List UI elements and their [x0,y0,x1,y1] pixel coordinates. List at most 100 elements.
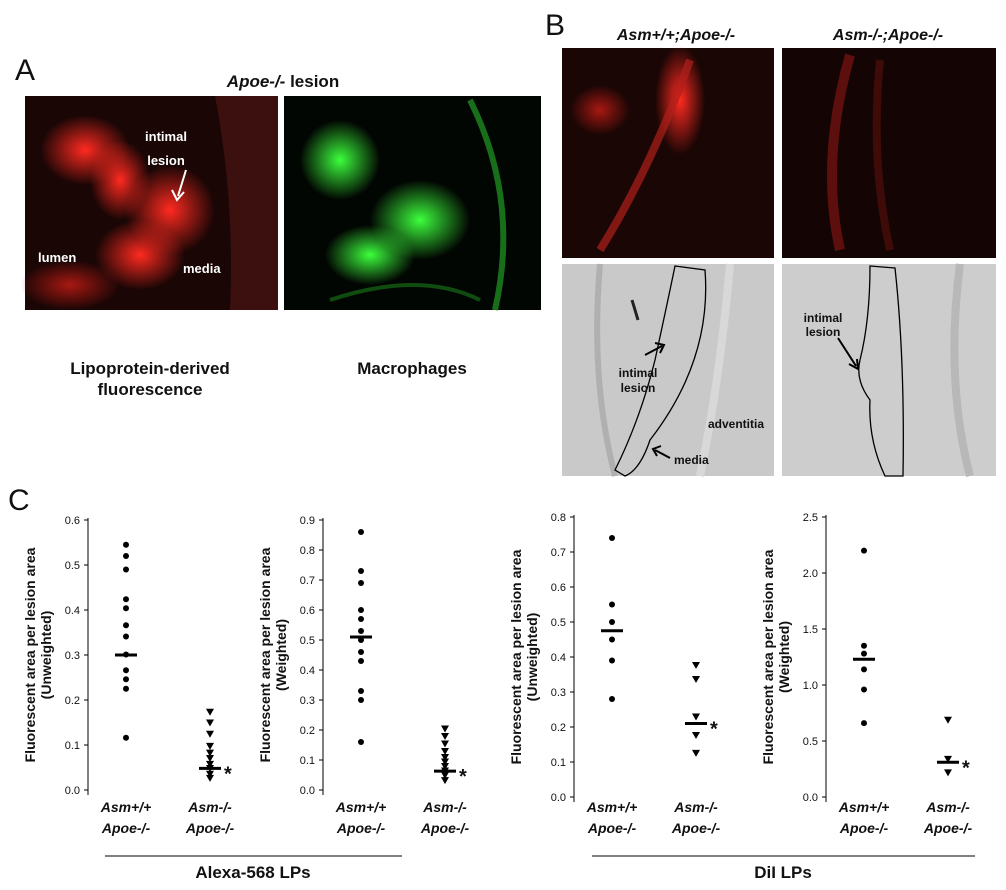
y-tick-label: 0.3 [551,687,566,699]
y-tick-label: 0.6 [551,582,566,594]
image-caption: Macrophages [357,359,467,378]
image-macrophages [284,96,541,311]
x-tick-label: Asm-/- [673,799,718,815]
x-tick-label: Apoe-/- [336,820,386,836]
y-tick-label: 0.9 [300,515,315,527]
image-label: intimal [804,311,843,325]
data-point [206,760,214,768]
data-point [609,619,615,625]
data-point [861,720,867,727]
y-tick-label: 0.2 [300,725,315,737]
y-tick-label: 0.4 [300,665,315,677]
panel-letter: C [8,484,30,517]
data-point [206,719,214,727]
data-point [123,685,129,692]
data-point [692,676,700,684]
y-tick-label: 0.7 [300,575,315,587]
y-axis-label: Fluorescent area per lesion area [22,547,38,762]
data-point [358,649,364,655]
y-axis-label: (Weighted) [776,621,792,693]
data-point [861,642,867,649]
image-caption: Lipoprotein-derived [70,359,230,378]
x-tick-label: Apoe-/- [587,820,637,836]
y-tick-label: 0.0 [803,792,818,804]
image-label: lesion [806,325,841,339]
column-header: Asm-/-;Apoe-/- [832,27,943,44]
data-point [358,688,364,694]
data-point [206,770,214,778]
y-axis-label: (Weighted) [273,619,289,691]
y-tick-label: 0.1 [551,757,566,769]
y-axis-label: Fluorescent area per lesion area [760,549,776,764]
data-point [358,739,364,745]
significance: * [224,763,232,785]
data-point [441,748,449,755]
data-point [123,676,129,683]
y-tick-label: 0.5 [65,560,80,572]
y-tick-label: 0.7 [551,547,566,559]
x-tick-label: Asm-/- [187,799,232,815]
x-tick-label: Asm-/- [422,799,467,815]
data-point [123,667,129,674]
data-point [123,734,129,741]
panel-letter: B [545,9,565,42]
data-point [609,535,615,541]
y-tick-label: 0.6 [65,515,80,527]
data-point [123,541,129,548]
panel-title: Apoe-/- lesion [226,72,339,91]
y-tick-label: 0.8 [300,545,315,557]
data-point [441,758,449,766]
data-point [123,553,129,559]
y-tick-label: 0.4 [551,652,566,664]
significance: * [710,719,718,741]
x-tick-label: Apoe-/- [839,820,889,836]
image-label: media [183,261,221,276]
y-tick-label: 1.0 [803,680,818,692]
data-point [358,658,364,664]
data-point [358,568,364,574]
data-point [692,749,700,757]
data-point [441,772,449,779]
x-tick-label: Apoe-/- [671,820,721,836]
data-point [944,769,952,777]
data-point [861,686,867,693]
y-tick-label: 0.1 [65,740,80,752]
y-axis-label: (Unweighted) [524,613,540,702]
data-point [206,742,214,750]
significance: * [459,766,467,788]
data-point [358,616,364,622]
y-tick-label: 0.0 [300,785,315,797]
panel-letter: A [15,54,35,87]
image-b-bright-left [562,263,774,477]
data-point [123,596,129,603]
column-header: Asm+/+;Apoe-/- [616,27,735,44]
y-tick-label: 2.0 [803,568,818,580]
y-tick-label: 0.5 [551,617,566,629]
data-point [206,755,214,763]
x-tick-label: Apoe-/- [101,820,151,836]
y-tick-label: 0.0 [65,785,80,797]
data-point [123,633,129,640]
image-b-bright-right [782,263,996,478]
y-axis-label: (Unweighted) [38,611,54,700]
y-tick-label: 0.6 [300,605,315,617]
data-point [358,607,364,613]
data-point [441,740,449,748]
data-point [441,754,449,761]
y-tick-label: 0.3 [300,695,315,707]
image-label: intimal [619,366,658,380]
data-point [441,725,449,733]
data-point [944,716,952,724]
data-point [123,622,129,629]
image-label: media [674,453,709,467]
image-caption: fluorescence [98,380,203,399]
y-tick-label: 0.3 [65,650,80,662]
data-point [358,628,364,634]
image-label: intimal [145,129,187,144]
data-point [861,666,867,673]
group-label: Alexa-568 LPs [195,863,310,882]
y-tick-label: 0.1 [300,755,315,767]
y-tick-label: 0.2 [65,695,80,707]
image-label: lumen [38,250,76,265]
